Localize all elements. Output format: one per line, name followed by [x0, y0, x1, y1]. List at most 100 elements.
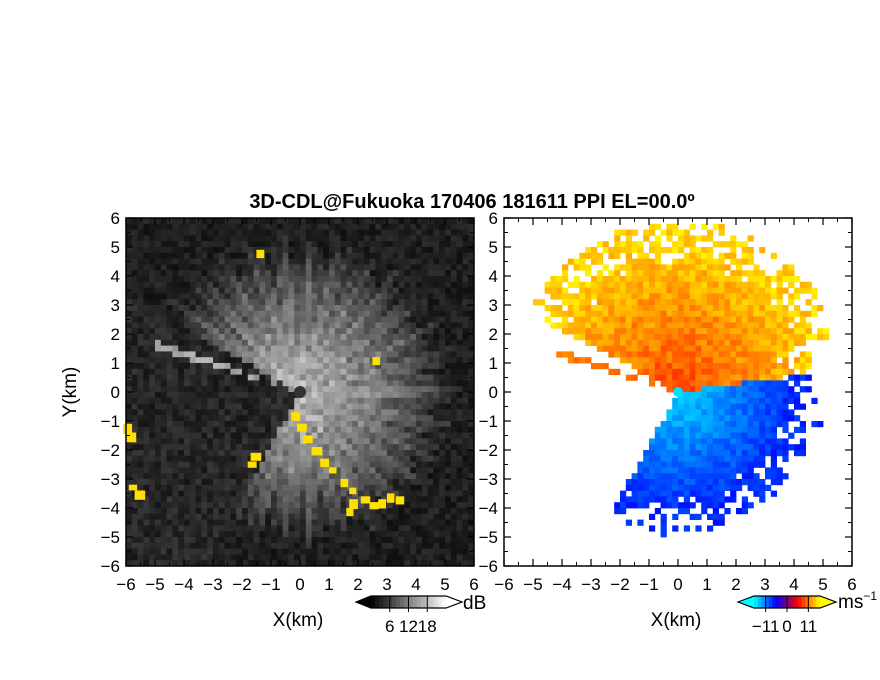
velocity-cell [614, 229, 621, 236]
snr-cell [363, 542, 370, 549]
velocity-cell [649, 322, 656, 329]
snr-cell [236, 223, 243, 230]
velocity-cell [782, 276, 789, 283]
snr-cell [329, 548, 336, 555]
snr-cell [253, 484, 260, 491]
snr-cell [387, 345, 394, 352]
snr-cell [143, 467, 150, 474]
velocity-cell [683, 409, 690, 416]
snr-cell [265, 496, 272, 503]
snr-cell [126, 531, 133, 538]
snr-cell [381, 444, 388, 451]
snr-cell [282, 542, 289, 549]
snr-cell [450, 368, 457, 375]
snr-cell [398, 322, 405, 329]
snr-cell [300, 334, 307, 341]
snr-cell [323, 479, 330, 486]
velocity-cell [776, 299, 783, 306]
snr-cell [433, 513, 440, 520]
snr-cell [433, 293, 440, 300]
snr-cell [346, 235, 353, 242]
snr-cell [381, 519, 388, 526]
snr-cell [253, 339, 260, 346]
snr-cell [468, 241, 475, 248]
snr-cell [439, 293, 446, 300]
snr-cell [126, 508, 133, 515]
snr-cell [329, 229, 336, 236]
snr-cell [224, 415, 231, 422]
snr-cell [392, 368, 399, 375]
velocity-cell [683, 368, 690, 375]
snr-highlight-cell [123, 423, 133, 434]
snr-cell [218, 421, 225, 428]
snr-cell [416, 519, 423, 526]
snr-cell [149, 438, 156, 445]
snr-cell [137, 281, 144, 288]
snr-cell [323, 450, 330, 457]
velocity-cell [736, 334, 743, 341]
snr-cell [155, 241, 162, 248]
snr-cell [421, 473, 428, 480]
snr-cell [311, 455, 318, 462]
snr-cell [311, 392, 318, 399]
velocity-cell [788, 281, 795, 288]
snr-cell [247, 218, 254, 225]
snr-cell [329, 270, 336, 277]
velocity-cell [701, 368, 708, 375]
snr-cell [172, 322, 179, 329]
velocity-cell [788, 392, 795, 399]
snr-cell [213, 339, 220, 346]
snr-cell [207, 287, 214, 294]
snr-cell [381, 531, 388, 538]
snr-cell [398, 357, 405, 364]
snr-cell [329, 316, 336, 323]
snr-cell [305, 560, 312, 567]
velocity-cell [741, 334, 748, 341]
snr-cell [276, 397, 283, 404]
snr-cell [410, 334, 417, 341]
velocity-cell [666, 380, 673, 387]
snr-cell [300, 287, 307, 294]
snr-cell [468, 438, 475, 445]
snr-cell [230, 484, 237, 491]
snr-cell [131, 357, 138, 364]
velocity-cell [631, 264, 638, 271]
snr-cell [375, 374, 382, 381]
snr-cell [230, 305, 237, 312]
snr-cell [340, 461, 347, 468]
snr-cell [450, 339, 457, 346]
snr-cell [375, 229, 382, 236]
snr-cell [387, 310, 394, 317]
velocity-cell [596, 322, 603, 329]
snr-cell [392, 270, 399, 277]
snr-cell [392, 519, 399, 526]
velocity-cell [747, 252, 754, 259]
snr-cell [294, 542, 301, 549]
snr-cell [294, 438, 301, 445]
snr-cell [224, 322, 231, 329]
velocity-cell [591, 281, 598, 288]
snr-cell [236, 519, 243, 526]
snr-cell [160, 432, 167, 439]
snr-cell [462, 484, 469, 491]
snr-cell [346, 380, 353, 387]
snr-cell [230, 421, 237, 428]
snr-cell [265, 426, 272, 433]
snr-cell [410, 229, 417, 236]
snr-cell [131, 525, 138, 532]
velocity-cell [660, 380, 667, 387]
snr-cell [323, 444, 330, 451]
snr-cell [462, 560, 469, 567]
velocity-cell [799, 386, 806, 393]
snr-cell [439, 525, 446, 532]
snr-cell [189, 235, 196, 242]
velocity-cell [643, 334, 650, 341]
snr-cell [329, 299, 336, 306]
velocity-cell [550, 276, 557, 283]
snr-cell [352, 328, 359, 335]
snr-cell [346, 276, 353, 283]
snr-cell [242, 490, 249, 497]
snr-cell [421, 241, 428, 248]
velocity-cell [707, 444, 714, 451]
